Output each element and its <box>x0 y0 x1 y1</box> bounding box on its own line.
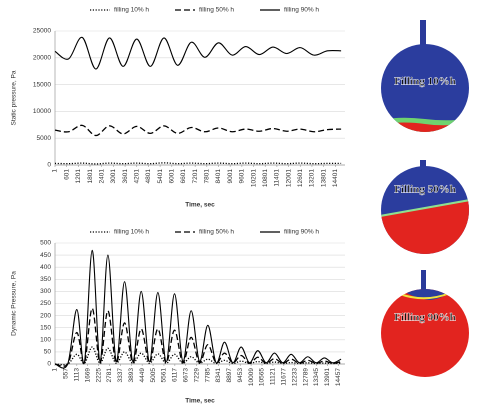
y-tick-label: 25000 <box>33 28 51 35</box>
x-tick-label: 11677 <box>281 368 288 386</box>
x-tick-label: 3001 <box>110 169 117 184</box>
y-tick-label: 0 <box>47 162 51 169</box>
x-tick-label: 5561 <box>161 368 168 383</box>
x-tick-label: 11401 <box>274 169 281 187</box>
x-tick-label: 5401 <box>157 169 164 184</box>
x-tick-label: 9601 <box>239 169 246 184</box>
x-tick-label: 1113 <box>74 368 81 382</box>
y-axis-label: Dynamic Pressure, Pa <box>11 271 18 336</box>
x-tick-label: 2781 <box>106 368 113 383</box>
x-tick-label: 7785 <box>204 368 211 383</box>
x-tick-label: 2401 <box>98 169 105 184</box>
y-tick-label: 350 <box>40 276 51 283</box>
legend-label: filling 10% h <box>114 229 149 236</box>
x-tick-label: 4801 <box>145 169 152 184</box>
y-tick-label: 15000 <box>33 81 51 88</box>
x-axis-label: Time, sec <box>185 202 215 209</box>
x-tick-label: 10565 <box>259 368 266 386</box>
x-tick-label: 13801 <box>320 169 327 187</box>
legend-label: filling 90% h <box>284 229 319 236</box>
panel-50: Filling 50%h <box>380 160 470 255</box>
x-tick-label: 6673 <box>182 368 189 383</box>
legend-label: filling 10% h <box>114 7 149 14</box>
y-tick-label: 0 <box>47 361 51 368</box>
y-tick-label: 150 <box>40 324 51 331</box>
x-tick-label: 14401 <box>332 169 339 187</box>
x-tick-label: 6001 <box>169 169 176 184</box>
x-tick-label: 5005 <box>150 368 157 383</box>
x-tick-label: 2225 <box>95 368 102 383</box>
x-tick-label: 8897 <box>226 368 233 383</box>
panel-label: Filling 10%h <box>394 76 455 88</box>
y-tick-label: 500 <box>40 240 51 247</box>
y-tick-label: 10000 <box>33 108 51 115</box>
y-tick-label: 20000 <box>33 55 51 62</box>
x-tick-label: 6601 <box>180 169 187 184</box>
series-line <box>55 163 341 164</box>
x-tick-label: 10801 <box>262 169 269 187</box>
x-tick-label: 11121 <box>270 368 277 385</box>
x-tick-label: 9453 <box>237 368 244 383</box>
legend-label: filling 50% h <box>199 7 234 14</box>
x-tick-label: 7229 <box>193 368 200 383</box>
x-tick-label: 601 <box>63 169 70 180</box>
x-tick-label: 13345 <box>313 368 320 386</box>
x-tick-label: 14457 <box>335 368 342 386</box>
y-tick-label: 400 <box>40 264 51 271</box>
x-tick-label: 1669 <box>84 368 91 383</box>
x-tick-label: 13901 <box>324 368 331 386</box>
y-tick-label: 450 <box>40 252 51 259</box>
y-tick-label: 200 <box>40 312 51 319</box>
x-tick-label: 12789 <box>302 368 309 386</box>
y-tick-label: 300 <box>40 288 51 295</box>
x-tick-label: 1 <box>52 169 59 173</box>
x-tick-label: 12233 <box>291 368 298 386</box>
panel-label: Filling 90%h <box>394 312 455 324</box>
y-tick-label: 250 <box>40 300 51 307</box>
x-tick-label: 1 <box>52 368 59 372</box>
x-tick-label: 7201 <box>192 169 199 184</box>
legend-label: filling 50% h <box>199 229 234 236</box>
x-tick-label: 557 <box>63 368 70 379</box>
x-tick-label: 7801 <box>204 169 211 184</box>
x-tick-label: 10009 <box>248 368 255 386</box>
x-tick-label: 8341 <box>215 368 222 383</box>
panel-10: Filling 10%h <box>380 20 470 135</box>
x-tick-label: 3893 <box>128 368 135 383</box>
x-tick-label: 1801 <box>87 169 94 184</box>
x-tick-label: 4201 <box>133 169 140 184</box>
panel-90: Filling 90%h <box>380 270 470 380</box>
y-tick-label: 50 <box>44 349 52 356</box>
y-tick-label: 5000 <box>37 135 52 142</box>
x-tick-label: 3601 <box>122 169 129 184</box>
x-tick-label: 3337 <box>117 368 124 383</box>
x-tick-label: 12601 <box>297 169 304 187</box>
panel-label: Filling 50%h <box>394 184 455 196</box>
x-tick-label: 10201 <box>250 169 257 187</box>
x-tick-label: 12001 <box>285 169 292 187</box>
x-tick-label: 8401 <box>215 169 222 184</box>
series-line <box>55 125 341 135</box>
y-axis-label: Static pressure, Pa <box>11 70 18 125</box>
x-tick-label: 13201 <box>309 169 316 187</box>
x-tick-label: 4449 <box>139 368 146 383</box>
x-tick-label: 6117 <box>172 368 179 382</box>
x-tick-label: 9001 <box>227 169 234 184</box>
series-line <box>55 37 341 69</box>
y-tick-label: 100 <box>40 337 51 344</box>
figure: Filling 10%h Filling 50%h Filling 90%h 0… <box>0 0 482 407</box>
x-axis-label: Time, sec <box>185 398 215 405</box>
legend-label: filling 90% h <box>284 7 319 14</box>
x-tick-label: 1201 <box>75 169 82 184</box>
